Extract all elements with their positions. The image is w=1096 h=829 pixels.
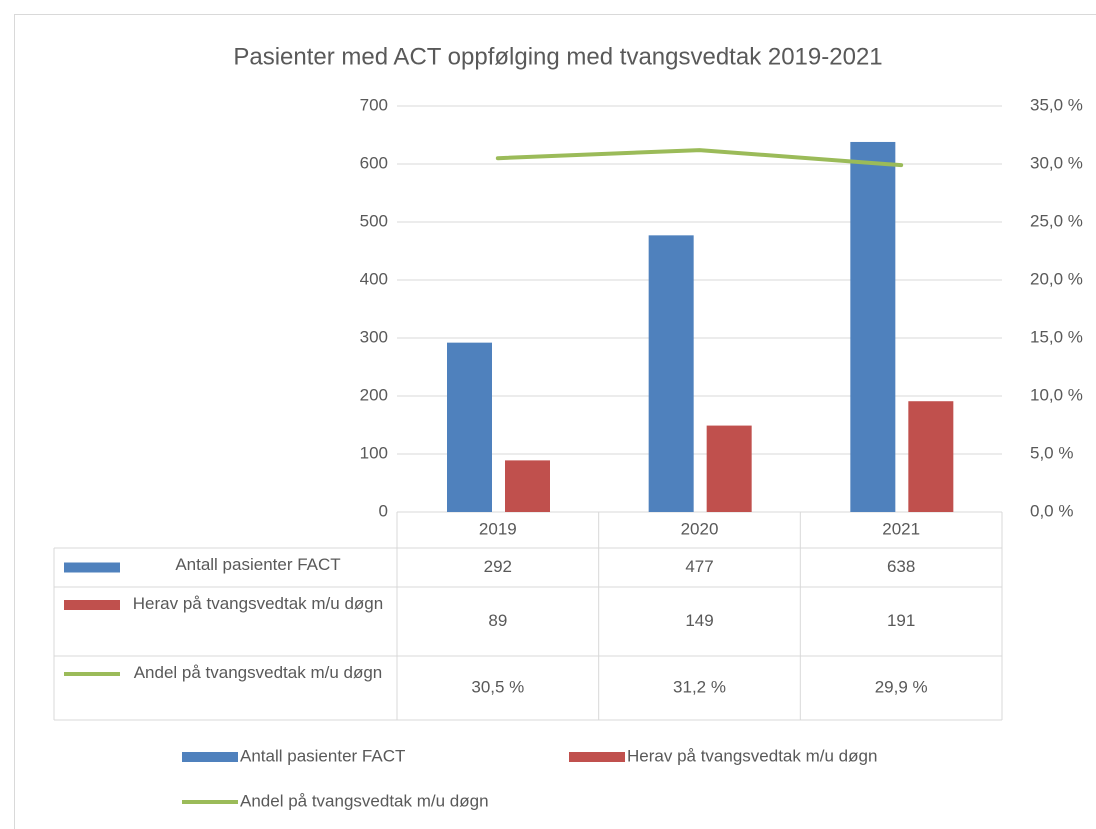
table-row-label: Herav på tvangsvedtak m/u døgn <box>132 594 384 613</box>
bar <box>505 460 550 512</box>
y-tick-label: 200 <box>360 385 388 404</box>
legend-key <box>569 752 625 762</box>
y2-tick-label: 15,0 % <box>1030 327 1083 346</box>
bar <box>850 141 896 512</box>
y-tick-label: 400 <box>360 269 388 288</box>
y2-tick-label: 25,0 % <box>1030 211 1083 230</box>
table-cell: 89 <box>488 611 507 630</box>
y2-tick-label: 0,0 % <box>1030 501 1073 520</box>
y-tick-label: 300 <box>360 327 388 346</box>
legend-label: Andel på tvangsvedtak m/u døgn <box>240 791 489 810</box>
bar <box>447 342 492 512</box>
table-cell: 477 <box>685 557 713 576</box>
table-cell: 30,5 % <box>471 677 524 696</box>
y-tick-label: 0 <box>379 501 388 520</box>
table-legend-key <box>64 600 120 610</box>
y-tick-label: 100 <box>360 443 388 462</box>
legend-key <box>182 752 238 762</box>
chart-title: Pasienter med ACT oppfølging med tvangsv… <box>233 43 882 70</box>
y2-tick-label: 30,0 % <box>1030 153 1083 172</box>
y-tick-label: 500 <box>360 211 388 230</box>
bar <box>648 235 694 512</box>
table-row-label: Antall pasienter FACT <box>175 555 341 574</box>
table-cell: 29,9 % <box>875 677 928 696</box>
y2-tick-label: 10,0 % <box>1030 385 1083 404</box>
legend-label: Herav på tvangsvedtak m/u døgn <box>627 746 877 765</box>
table-legend-key <box>64 562 120 573</box>
y2-tick-label: 20,0 % <box>1030 269 1083 288</box>
legend-label: Antall pasienter FACT <box>240 746 405 765</box>
x-tick-label: 2019 <box>479 519 517 538</box>
y2-tick-label: 5,0 % <box>1030 443 1073 462</box>
bar <box>706 425 752 512</box>
line <box>495 148 904 168</box>
table-cell: 191 <box>887 611 915 630</box>
bar <box>908 401 954 512</box>
table-cell: 149 <box>685 611 713 630</box>
x-tick-label: 2020 <box>681 519 719 538</box>
table-cell: 638 <box>887 557 915 576</box>
y2-tick-label: 35,0 % <box>1030 95 1083 114</box>
y-tick-label: 700 <box>360 95 388 114</box>
table-cell: 292 <box>484 557 512 576</box>
y-tick-label: 600 <box>360 153 388 172</box>
table-row-label: Andel på tvangsvedtak m/u døgn <box>133 663 383 682</box>
table-cell: 31,2 % <box>673 677 726 696</box>
x-tick-label: 2021 <box>882 519 920 538</box>
chart-border <box>14 14 1096 829</box>
